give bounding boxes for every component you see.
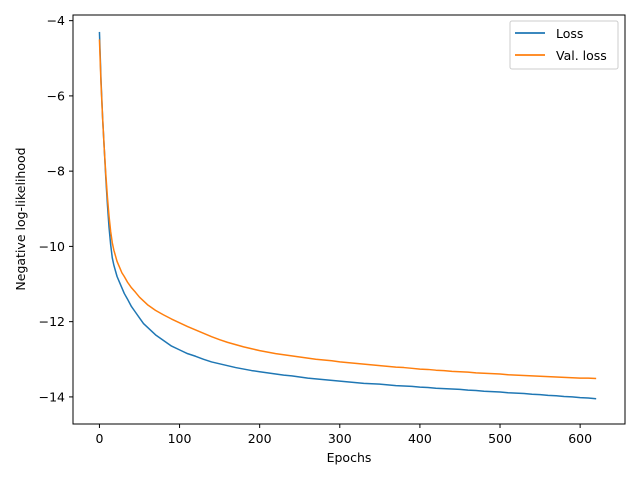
legend-label-val-loss: Val. loss	[556, 48, 607, 63]
y-axis-label: Negative log-likelihood	[13, 147, 28, 290]
x-tick-label: 500	[488, 431, 512, 446]
y-tick-label: −14	[39, 389, 65, 404]
x-tick-label: 100	[168, 431, 192, 446]
y-axis-ticks: −4 −6 −8 −10 −12 −14	[39, 13, 73, 404]
x-tick-label: 200	[248, 431, 272, 446]
series-line-val-loss	[98, 39, 597, 380]
y-tick-label: −6	[47, 88, 65, 103]
plot-lines	[98, 31, 597, 400]
x-axis-label: Epochs	[327, 450, 372, 465]
y-tick-label: −4	[47, 13, 65, 28]
y-tick-label: −8	[47, 164, 65, 179]
x-tick-label: 600	[568, 431, 592, 446]
axes-frame	[72, 14, 626, 425]
x-tick-label: 400	[408, 431, 432, 446]
legend: Loss Val. loss	[509, 20, 619, 70]
x-tick-label: 0	[95, 431, 103, 446]
series-line-loss	[98, 31, 597, 400]
legend-label-loss: Loss	[556, 26, 583, 41]
y-tick-label: −12	[39, 314, 65, 329]
y-tick-label: −10	[39, 239, 65, 254]
x-tick-label: 300	[328, 431, 352, 446]
x-axis-ticks: 0 100 200 300 400 500 600	[95, 424, 592, 446]
